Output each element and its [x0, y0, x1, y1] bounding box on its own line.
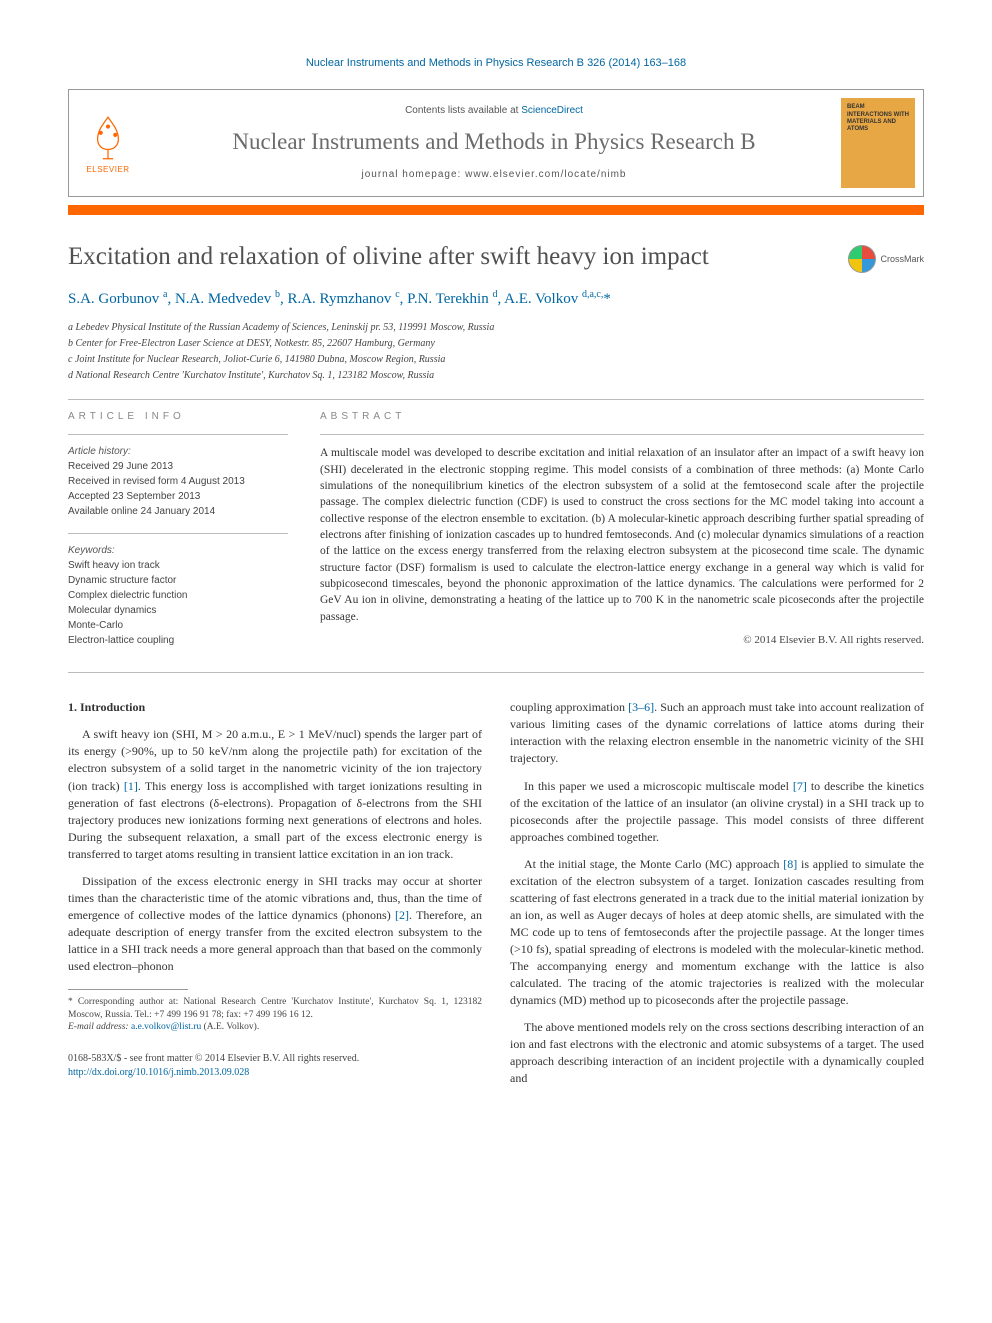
- top-citation: Nuclear Instruments and Methods in Physi…: [68, 56, 924, 71]
- divider-post-abstract: [68, 672, 924, 673]
- keyword-4: Monte-Carlo: [68, 619, 288, 633]
- homepage-prefix: journal homepage:: [361, 169, 465, 180]
- para-left-0: A swift heavy ion (SHI, M > 20 a.m.u., E…: [68, 726, 482, 862]
- article-info-column: ARTICLE INFO Article history: Received 2…: [68, 410, 288, 662]
- orange-divider: [68, 205, 924, 215]
- article-title: Excitation and relaxation of olivine aft…: [68, 239, 848, 274]
- homepage-line: journal homepage: www.elsevier.com/locat…: [159, 168, 829, 182]
- keyword-3: Molecular dynamics: [68, 604, 288, 618]
- keyword-1: Dynamic structure factor: [68, 574, 288, 588]
- affiliation-b: b Center for Free-Electron Laser Science…: [68, 336, 924, 351]
- para-left-1: Dissipation of the excess electronic ene…: [68, 873, 482, 975]
- history-revised: Received in revised form 4 August 2013: [68, 475, 288, 489]
- para-right-3: The above mentioned models rely on the c…: [510, 1019, 924, 1087]
- journal-name: Nuclear Instruments and Methods in Physi…: [159, 126, 829, 158]
- keyword-0: Swift heavy ion track: [68, 559, 288, 573]
- para-right-0: coupling approximation [3–6]. Such an ap…: [510, 699, 924, 767]
- elsevier-tree-icon: [82, 112, 134, 164]
- cover-text-1: BEAM INTERACTIONS WITH: [847, 104, 909, 118]
- history-online: Available online 24 January 2014: [68, 505, 288, 519]
- para-right-1: In this paper we used a microscopic mult…: [510, 778, 924, 846]
- history-received: Received 29 June 2013: [68, 460, 288, 474]
- body-left-column: 1. Introduction A swift heavy ion (SHI, …: [68, 699, 482, 1097]
- email-label: E-mail address:: [68, 1022, 129, 1032]
- para-right-2: At the initial stage, the Monte Carlo (M…: [510, 856, 924, 1009]
- keyword-2: Complex dielectric function: [68, 589, 288, 603]
- abstract-heading: ABSTRACT: [320, 410, 924, 424]
- contents-line: Contents lists available at ScienceDirec…: [159, 104, 829, 118]
- footnote-block: * Corresponding author at: National Rese…: [68, 996, 482, 1034]
- corresponding-author: * Corresponding author at: National Rese…: [68, 996, 482, 1022]
- affiliation-a: a Lebedev Physical Institute of the Russ…: [68, 320, 924, 335]
- email-line: E-mail address: a.e.volkov@list.ru (A.E.…: [68, 1021, 482, 1034]
- body-right-column: coupling approximation [3–6]. Such an ap…: [510, 699, 924, 1097]
- affiliations: a Lebedev Physical Institute of the Russ…: [68, 320, 924, 383]
- crossmark-badge[interactable]: CrossMark: [848, 245, 924, 273]
- contents-prefix: Contents lists available at: [405, 105, 521, 116]
- abstract-column: ABSTRACT A multiscale model was develope…: [320, 410, 924, 662]
- affiliation-c: c Joint Institute for Nuclear Research, …: [68, 352, 924, 367]
- info-heading: ARTICLE INFO: [68, 410, 288, 424]
- section-1-heading: 1. Introduction: [68, 699, 482, 716]
- keywords-label: Keywords:: [68, 544, 288, 558]
- email-attrib: (A.E. Volkov).: [204, 1022, 260, 1032]
- doi-link[interactable]: http://dx.doi.org/10.1016/j.nimb.2013.09…: [68, 1067, 249, 1078]
- email-link[interactable]: a.e.volkov@list.ru: [131, 1022, 201, 1032]
- homepage-url[interactable]: www.elsevier.com/locate/nimb: [465, 169, 626, 180]
- crossmark-icon: [848, 245, 876, 273]
- issn-line: 0168-583X/$ - see front matter © 2014 El…: [68, 1052, 482, 1066]
- journal-header: ELSEVIER Contents lists available at Sci…: [68, 89, 924, 197]
- sciencedirect-link[interactable]: ScienceDirect: [521, 105, 583, 116]
- history-label: Article history:: [68, 445, 288, 459]
- body-columns: 1. Introduction A swift heavy ion (SHI, …: [68, 699, 924, 1097]
- keyword-5: Electron-lattice coupling: [68, 634, 288, 648]
- authors-line: S.A. Gorbunov a, N.A. Medvedev b, R.A. R…: [68, 288, 924, 310]
- abstract-text: A multiscale model was developed to desc…: [320, 445, 924, 625]
- abstract-copyright: © 2014 Elsevier B.V. All rights reserved…: [320, 633, 924, 648]
- footnote-separator: [68, 989, 188, 990]
- crossmark-label: CrossMark: [880, 253, 924, 266]
- divider: [68, 399, 924, 400]
- elsevier-logo: ELSEVIER: [69, 90, 147, 196]
- cover-text-2: MATERIALS AND ATOMS: [847, 119, 909, 133]
- affiliation-d: d National Research Centre 'Kurchatov In…: [68, 368, 924, 383]
- footer-block: 0168-583X/$ - see front matter © 2014 El…: [68, 1052, 482, 1080]
- elsevier-label: ELSEVIER: [86, 164, 129, 175]
- journal-cover-thumbnail: BEAM INTERACTIONS WITH MATERIALS AND ATO…: [841, 98, 915, 188]
- history-accepted: Accepted 23 September 2013: [68, 490, 288, 504]
